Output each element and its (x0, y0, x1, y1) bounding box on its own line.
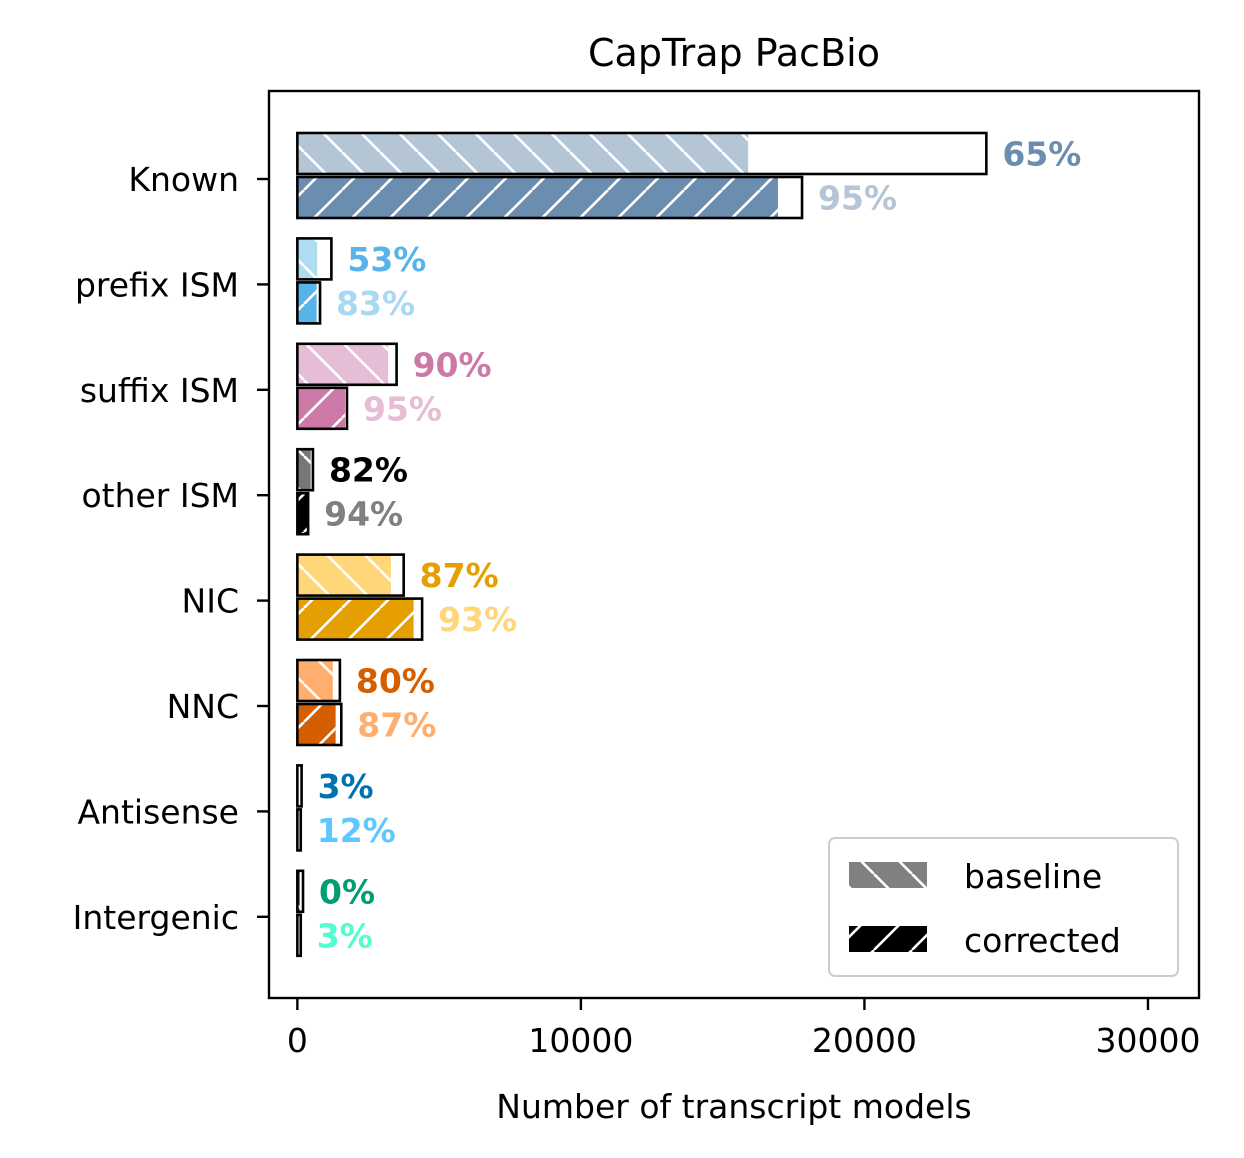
chart-title: CapTrap PacBio (588, 31, 880, 75)
y-tick-label-nic: NIC (182, 582, 239, 621)
x-tick-label-3: 30000 (1095, 1021, 1200, 1060)
bar-outline-nnc-baseline (296, 658, 342, 703)
percent-label-antisense-baseline: 3% (318, 767, 374, 806)
bar-hatch-prefix-ism-baseline (297, 238, 318, 280)
bar-outline-antisense-baseline (296, 764, 303, 808)
percent-labels-layer: 65% 95% 53% 83% 90% 95% 82% 94% 87% 93%80% 87% 3% 12… (317, 135, 1082, 956)
x-axis-label: Number of transcript models (496, 1087, 971, 1126)
bar-hatch-known-corrected (297, 177, 778, 218)
bar-outline-suffix-ism-baseline (296, 342, 398, 387)
bar-outline-other-ism-corrected (296, 491, 310, 536)
percent-label-antisense-corrected: 12% (317, 811, 396, 850)
bar-outline-prefix-ism-baseline (296, 237, 333, 281)
x-tick-label-1: 10000 (528, 1021, 633, 1060)
percent-label-nic-corrected: 93% (438, 600, 517, 639)
bar-hatch-suffix-ism-corrected (297, 387, 345, 429)
percent-label-suffix-ism-corrected: 95% (363, 389, 442, 428)
percent-label-nnc-corrected: 87% (357, 706, 436, 745)
percent-label-intergenic-corrected: 3% (317, 916, 373, 955)
bar-hatch-prefix-ism-corrected (297, 282, 317, 324)
percent-label-intergenic-baseline: 0% (319, 872, 375, 911)
bars-layer (296, 131, 988, 958)
y-tick-label-intergenic: Intergenic (73, 898, 239, 937)
bar-outline-intergenic-baseline (296, 869, 305, 914)
percent-label-nic-baseline: 87% (420, 556, 499, 595)
percent-label-known-baseline: 65% (1002, 135, 1081, 174)
bar-outline-known-baseline (296, 131, 988, 176)
bar-hatch-nnc-baseline (297, 660, 333, 701)
plot-frame (267, 89, 1201, 1000)
legend-swatch-corrected-hatch (849, 926, 927, 952)
percent-label-other-ism-corrected: 94% (324, 495, 403, 534)
percent-label-prefix-ism-corrected: 83% (336, 284, 415, 323)
percent-label-known-corrected: 95% (818, 179, 897, 218)
legend-label-corrected: corrected (964, 921, 1121, 960)
percent-label-nnc-baseline: 80% (356, 662, 435, 701)
bar-hatch-other-ism-baseline (297, 449, 311, 491)
bar-outline-suffix-ism-corrected (296, 386, 349, 431)
bar-hatch-nnc-corrected (297, 704, 336, 745)
bar-outline-intergenic-corrected (296, 913, 303, 958)
y-tick-label-suffix-ism: suffix ISM (80, 371, 239, 410)
bar-hatch-known-baseline (297, 133, 749, 174)
legend-label-baseline: baseline (964, 857, 1102, 896)
bar-hatch-nic-baseline (297, 554, 391, 596)
bar-hatch-suffix-ism-baseline (297, 343, 389, 385)
y-axis: Known prefix ISM suffix ISM other ISM NIC NNC… (73, 160, 269, 937)
y-tick-label-other-ism: other ISM (81, 476, 239, 515)
legend: baseline corrected (828, 837, 1179, 977)
percent-label-other-ism-baseline: 82% (329, 451, 408, 490)
x-axis: 0 10000 20000 30000 (287, 998, 1200, 1060)
bar-outline-antisense-corrected (296, 808, 303, 852)
bar-outline-nic-baseline (296, 553, 405, 597)
bar-hatch-nic-corrected (297, 598, 414, 640)
percent-label-prefix-ism-baseline: 53% (347, 240, 426, 279)
bar-outline-other-ism-baseline (296, 447, 315, 492)
bar-outline-nic-corrected (296, 597, 424, 641)
bar-outline-nnc-corrected (296, 702, 343, 747)
y-tick-label-known: Known (128, 160, 239, 199)
y-tick-label-prefix-ism: prefix ISM (75, 265, 239, 304)
y-tick-label-antisense: Antisense (77, 792, 239, 831)
y-tick-label-nnc: NNC (167, 687, 239, 726)
x-tick-label-0: 0 (287, 1021, 308, 1060)
bar-outline-known-corrected (296, 175, 804, 220)
legend-swatch-baseline-hatch (849, 862, 927, 888)
x-tick-label-2: 20000 (812, 1021, 917, 1060)
percent-label-suffix-ism-baseline: 90% (413, 345, 492, 384)
bar-outline-prefix-ism-corrected (296, 281, 322, 325)
bar-hatch-other-ism-corrected (297, 493, 308, 535)
